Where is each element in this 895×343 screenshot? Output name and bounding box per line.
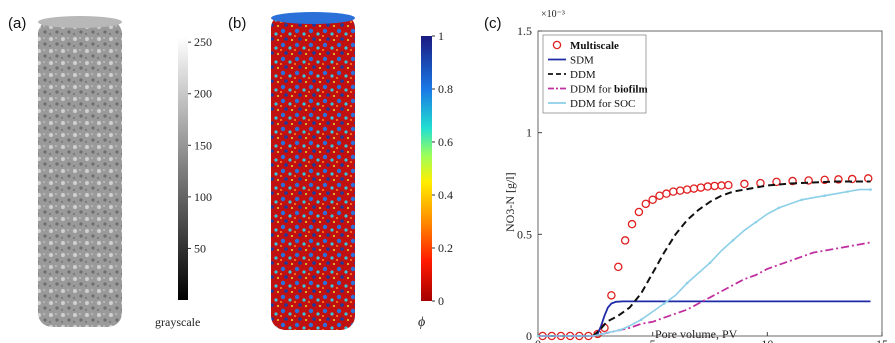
data-point xyxy=(641,199,651,209)
legend-marker xyxy=(552,40,562,50)
data-point xyxy=(682,185,692,194)
porosity-colorbar-tick-label: 0.8 xyxy=(438,82,453,96)
data-point xyxy=(777,206,781,210)
grayscale-colorbar-tick-label: 50 xyxy=(194,241,206,255)
data-point xyxy=(823,194,826,197)
series-line xyxy=(538,241,871,337)
data-point xyxy=(834,175,843,184)
series-ddm-for-soc xyxy=(536,188,872,338)
data-point xyxy=(639,318,643,322)
panel-label-a: (a) xyxy=(8,15,27,32)
data-point xyxy=(847,174,857,184)
legend-label: DDM for SOC xyxy=(570,98,635,110)
legend-label: DDM for biofilm xyxy=(570,84,648,96)
grayscale-colorbar xyxy=(178,37,188,300)
x-tick-label: 5 xyxy=(650,337,656,343)
series-ddm-for-biofilm xyxy=(538,241,871,337)
data-point xyxy=(607,291,616,300)
y-tick-label: 0 xyxy=(526,329,532,343)
porosity-colorbar-tick-label: 0 xyxy=(438,294,444,308)
data-point xyxy=(634,207,644,217)
series-multiscale xyxy=(538,174,873,341)
grayscale-colorbar-tick-label: 200 xyxy=(194,87,212,101)
data-point xyxy=(614,262,623,272)
breakthrough-chart: 0 5 10 15 0 0.5 1 1.5 Multiscale SDM DDM DDM for b… xyxy=(517,24,888,343)
data-point xyxy=(703,182,712,191)
legend-item-multiscale: Multiscale xyxy=(552,40,619,52)
data-point xyxy=(710,181,719,191)
data-point xyxy=(685,281,689,285)
y-axis-exponent: ×10⁻³ xyxy=(541,9,565,20)
data-point xyxy=(740,179,749,189)
data-point xyxy=(804,176,813,185)
data-point xyxy=(627,219,637,229)
grayscale-colorbar-title: grayscale xyxy=(155,315,200,329)
data-point xyxy=(800,198,804,202)
data-point xyxy=(619,328,622,332)
y-tick-label: 1.5 xyxy=(517,24,532,38)
data-point xyxy=(708,261,712,265)
data-point xyxy=(662,302,666,305)
data-point xyxy=(648,195,657,205)
chart-series xyxy=(536,174,873,341)
core-image-porosity xyxy=(271,12,355,330)
y-tick-label: 0.5 xyxy=(517,227,532,241)
data-point xyxy=(696,183,706,192)
porosity-colorbar-ticks: 1 0.8 0.6 0.4 0.2 0 xyxy=(432,29,453,308)
data-point xyxy=(600,332,604,336)
x-axis-label: Pore volume, PV xyxy=(655,327,738,341)
data-point xyxy=(717,181,726,190)
data-point xyxy=(536,334,540,338)
x-tick-label: 0 xyxy=(535,337,541,343)
data-point xyxy=(662,189,671,198)
x-tick-label: 15 xyxy=(876,337,888,343)
series-line xyxy=(538,180,871,337)
grayscale-colorbar-tick-label: 150 xyxy=(194,138,212,152)
grayscale-colorbar-tick-label: 100 xyxy=(194,190,212,204)
data-point xyxy=(724,180,733,190)
panel-label-b: (b) xyxy=(228,15,247,32)
series-line xyxy=(538,188,871,337)
data-point xyxy=(675,186,685,195)
data-point xyxy=(689,184,699,193)
data-point xyxy=(754,220,758,224)
grayscale-colorbar-ticks: 250 200 150 100 50 xyxy=(188,35,212,255)
data-point xyxy=(655,191,664,200)
plot-frame xyxy=(537,30,883,337)
data-point xyxy=(669,187,678,196)
y-axis-label: NO3-N [g/l] xyxy=(503,172,517,232)
legend-item-ddm-for-biofilm: DDM for biofilm xyxy=(548,84,648,96)
chart-legend: Multiscale SDM DDM DDM for biofilm DDM for S… xyxy=(542,34,648,114)
data-point xyxy=(772,177,781,187)
porosity-colorbar xyxy=(421,36,432,301)
porosity-colorbar-title: ϕ xyxy=(418,315,425,330)
porosity-colorbar-tick-label: 0.4 xyxy=(438,188,453,202)
porosity-colorbar-tick-label: 0.6 xyxy=(438,135,453,149)
legend-label: DDM xyxy=(570,69,596,81)
legend-label: SDM xyxy=(570,55,594,67)
data-point xyxy=(731,239,735,242)
y-tick-label: 1 xyxy=(526,126,532,140)
x-tick-label: 10 xyxy=(761,337,773,343)
data-point xyxy=(820,175,829,185)
legend-item-ddm-for-soc: DDM for SOC xyxy=(548,98,635,110)
data-point xyxy=(620,236,630,245)
legend-item-sdm: SDM xyxy=(548,55,594,67)
core-image-grayscale xyxy=(38,16,122,327)
grayscale-colorbar-tick-label: 250 xyxy=(194,35,212,49)
legend-label: Multiscale xyxy=(570,40,619,52)
series-ddm xyxy=(538,180,871,337)
porosity-colorbar-tick-label: 1 xyxy=(438,29,444,43)
data-point xyxy=(788,176,797,186)
legend-item-ddm: DDM xyxy=(548,69,596,81)
data-point xyxy=(846,190,849,193)
porosity-colorbar-tick-label: 0.2 xyxy=(438,241,453,255)
panel-label-c: (c) xyxy=(484,15,502,32)
data-point xyxy=(869,188,872,191)
